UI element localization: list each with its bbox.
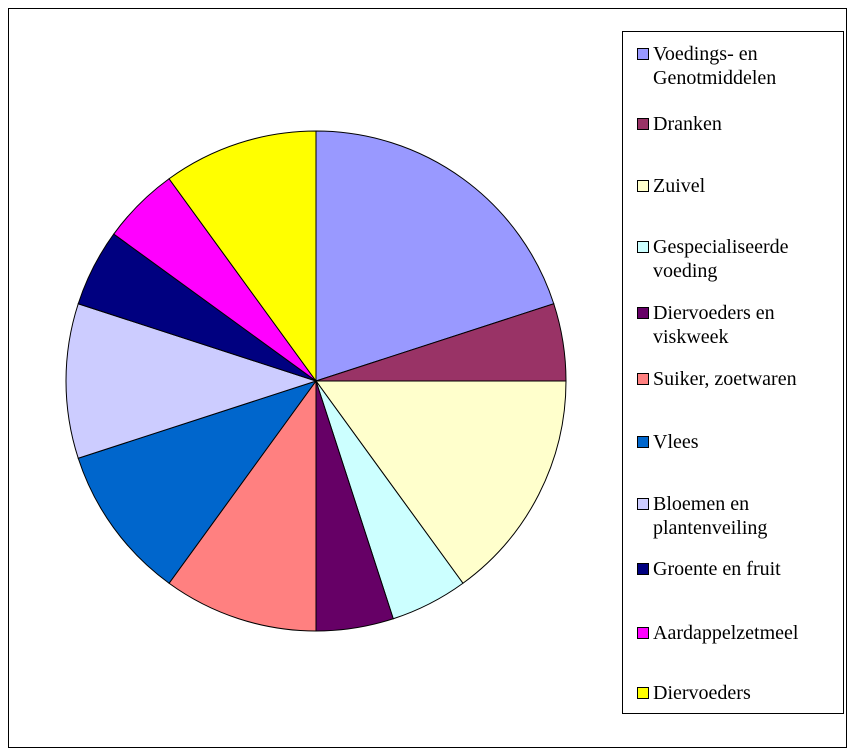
chart-frame bbox=[8, 8, 847, 748]
legend-label: Groente en fruit bbox=[653, 558, 781, 580]
legend-label: Vlees bbox=[653, 431, 699, 453]
legend-entry: Dranken bbox=[637, 112, 842, 136]
legend-entry: Zuivel bbox=[637, 174, 842, 198]
legend-entry: Suiker, zoetwaren bbox=[637, 367, 842, 391]
legend-swatch bbox=[637, 373, 649, 385]
legend-label: Diervoeders bbox=[653, 682, 751, 704]
legend-swatch bbox=[637, 436, 649, 448]
legend-label: Bloemen en plantenveiling bbox=[653, 493, 768, 539]
legend-entry: Diervoeders en viskweek bbox=[637, 301, 842, 349]
legend: Voedings- en Genotmiddelen Dranken Zuivel G… bbox=[622, 31, 844, 714]
legend-label: Zuivel bbox=[653, 175, 706, 197]
legend-swatch bbox=[637, 307, 649, 319]
legend-entry: Aardappelzetmeel bbox=[637, 621, 842, 645]
legend-entry: Voedings- en Genotmiddelen bbox=[637, 42, 842, 90]
pie-slice bbox=[65, 303, 318, 459]
pie-slice bbox=[168, 379, 317, 632]
legend-swatch bbox=[637, 687, 649, 699]
pie-slice bbox=[315, 380, 567, 584]
legend-label: Gespecialiseerde voeding bbox=[653, 236, 789, 282]
legend-swatch bbox=[637, 627, 649, 639]
legend-swatch bbox=[637, 241, 649, 253]
legend-label: Voedings- en Genotmiddelen bbox=[653, 43, 777, 89]
legend-label: Diervoeders en viskweek bbox=[653, 302, 775, 348]
legend-entry: Gespecialiseerde voeding bbox=[637, 235, 842, 283]
legend-swatch bbox=[637, 48, 649, 60]
legend-swatch bbox=[637, 118, 649, 130]
legend-label: Suiker, zoetwaren bbox=[653, 368, 797, 390]
pie-slice bbox=[77, 380, 318, 584]
pie-chart bbox=[65, 130, 567, 632]
legend-entry: Vlees bbox=[637, 430, 842, 454]
legend-entry: Groente en fruit bbox=[637, 557, 842, 581]
legend-swatch bbox=[637, 180, 649, 192]
legend-entry: Diervoeders bbox=[637, 681, 842, 705]
legend-swatch bbox=[637, 563, 649, 575]
legend-label: Aardappelzetmeel bbox=[653, 622, 799, 644]
pie-slice bbox=[168, 130, 317, 383]
legend-entry: Bloemen en plantenveiling bbox=[637, 492, 842, 540]
legend-swatch bbox=[637, 498, 649, 510]
pie-slice bbox=[315, 130, 555, 382]
legend-label: Dranken bbox=[653, 113, 722, 135]
